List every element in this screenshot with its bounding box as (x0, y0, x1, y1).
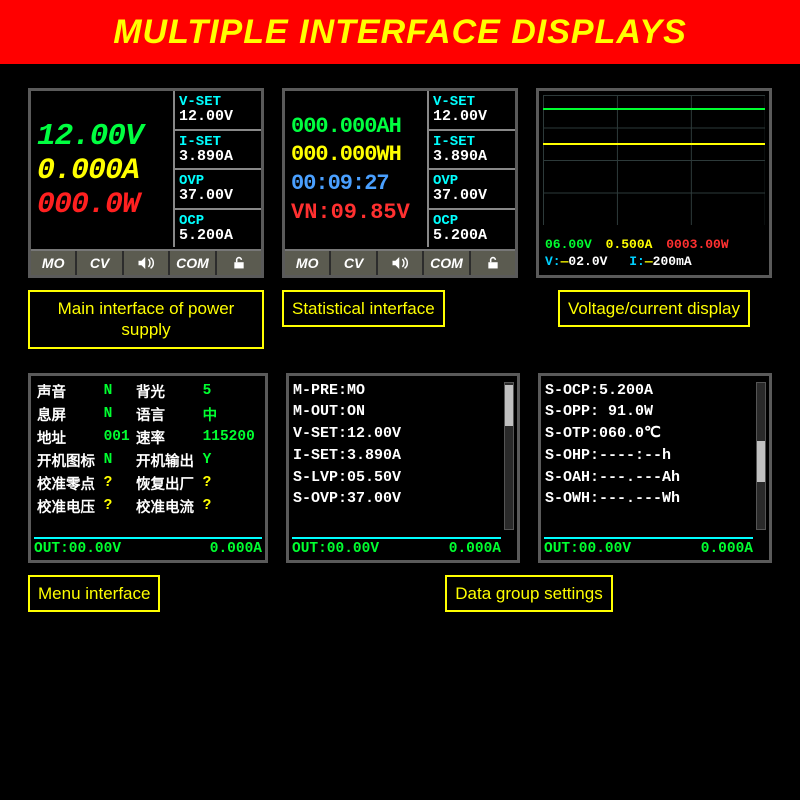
screen-stat: 000.000AH 000.000WH 00:09:27 VN:09.85V V… (282, 88, 518, 278)
displays-row-1: 12.00V 0.000A 000.0W V-SET12.00V I-SET3.… (0, 64, 800, 349)
readout-power: 000.0W (37, 188, 169, 222)
scrollbar-b[interactable] (756, 382, 766, 530)
scope-readouts: 06.00V 0.500A 0003.00W (545, 236, 763, 254)
title-text: MULTIPLE INTERFACE DISPLAYS (113, 13, 687, 52)
stat-ah: 000.000AH (291, 113, 423, 142)
datagroup-b-list: S-OCP:5.200AS-OPP: 91.0WS-OTP:060.0℃S-OH… (545, 380, 765, 534)
caption-stat: Statistical interface (282, 290, 445, 327)
menu-body: 声音N背光5息屏N语言中地址001速率115200开机图标N开机输出Y校准零点?… (35, 380, 261, 534)
list-item: S-OWH:---.---Wh (545, 488, 765, 510)
readout-voltage: 12.00V (37, 119, 169, 154)
list-item: S-OTP:060.0℃ (545, 423, 765, 445)
caption-main: Main interface of power supply (28, 290, 264, 349)
list-item: M-OUT:ON (293, 401, 513, 423)
list-item: S-OAH:---.---Ah (545, 467, 765, 489)
stat-vn-value: 09.85V (331, 200, 410, 225)
list-item: M-PRE:MO (293, 380, 513, 402)
scope-scale: V:—02.0V I:—200mA (545, 253, 763, 271)
list-item: S-OVP:37.00V (293, 488, 513, 510)
status-mo: MO (31, 251, 77, 275)
scrollbar-thumb-a[interactable] (505, 385, 513, 426)
lock-icon (217, 251, 261, 275)
status-bar: MO CV COM (31, 249, 261, 275)
side-settings: V-SET12.00V I-SET3.890A OVP37.00V OCP5.2… (173, 91, 261, 247)
list-item: S-LVP:05.50V (293, 467, 513, 489)
caption-menu: Menu interface (28, 575, 160, 612)
caption-scope: Voltage/current display (558, 290, 750, 327)
trace-voltage (543, 108, 765, 110)
scrollbar-thumb-b[interactable] (757, 441, 765, 482)
screen-main: 12.00V 0.000A 000.0W V-SET12.00V I-SET3.… (28, 88, 264, 278)
screen-scope: 06.00V 0.500A 0003.00W V:—02.0V I:—200mA (536, 88, 772, 278)
displays-row-2: 声音N背光5息屏N语言中地址001速率115200开机图标N开机输出Y校准零点?… (0, 349, 800, 612)
panel-main: 12.00V 0.000A 000.0W V-SET12.00V I-SET3.… (28, 88, 264, 349)
list-item: S-OPP: 91.0W (545, 401, 765, 423)
screen-datagroup-b: S-OCP:5.200AS-OPP: 91.0WS-OTP:060.0℃S-OH… (538, 373, 772, 563)
panel-menu: 声音N背光5息屏N语言中地址001速率115200开机图标N开机输出Y校准零点?… (28, 373, 268, 612)
scrollbar-a[interactable] (504, 382, 514, 530)
speaker-icon (378, 251, 424, 275)
status-com: COM (170, 251, 216, 275)
list-item: S-OCP:5.200A (545, 380, 765, 402)
panel-stat: 000.000AH 000.000WH 00:09:27 VN:09.85V V… (282, 88, 518, 349)
status-cv: CV (77, 251, 123, 275)
caption-datagroup: Data group settings (445, 575, 612, 612)
screen-menu: 声音N背光5息屏N语言中地址001速率115200开机图标N开机输出Y校准零点?… (28, 373, 268, 563)
scope-grid (543, 95, 765, 225)
screen-datagroup-a: M-PRE:MOM-OUT:ONV-SET:12.00VI-SET:3.890A… (286, 373, 520, 563)
trace-current (543, 143, 765, 145)
list-item: S-OHP:----:--h (545, 445, 765, 467)
panel-datagroup: M-PRE:MOM-OUT:ONV-SET:12.00VI-SET:3.890A… (286, 373, 772, 612)
datagroup-a-list: M-PRE:MOM-OUT:ONV-SET:12.00VI-SET:3.890A… (293, 380, 513, 534)
title-banner: MULTIPLE INTERFACE DISPLAYS (0, 0, 800, 64)
stat-vn-label: VN: (291, 200, 331, 225)
panel-scope: 06.00V 0.500A 0003.00W V:—02.0V I:—200mA… (536, 88, 772, 349)
lock-icon (471, 251, 515, 275)
stat-wh: 000.000WH (291, 141, 423, 170)
list-item: I-SET:3.890A (293, 445, 513, 467)
readout-current: 0.000A (37, 154, 169, 188)
list-item: V-SET:12.00V (293, 423, 513, 445)
speaker-icon (124, 251, 170, 275)
stat-time: 00:09:27 (291, 170, 423, 199)
menu-footer: OUT:00.00V 0.000A (34, 537, 262, 557)
